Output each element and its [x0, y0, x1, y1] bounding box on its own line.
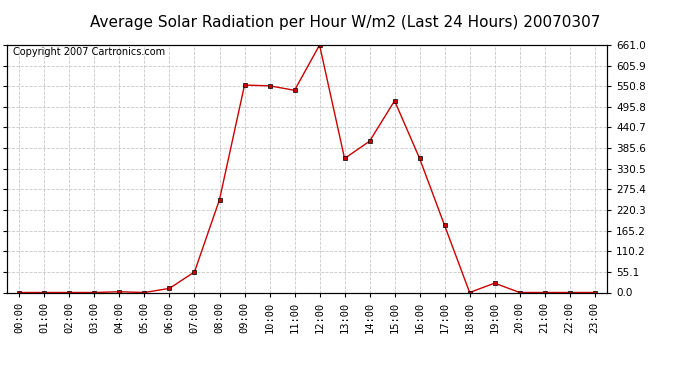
- Text: Average Solar Radiation per Hour W/m2 (Last 24 Hours) 20070307: Average Solar Radiation per Hour W/m2 (L…: [90, 15, 600, 30]
- Text: Copyright 2007 Cartronics.com: Copyright 2007 Cartronics.com: [13, 48, 165, 57]
